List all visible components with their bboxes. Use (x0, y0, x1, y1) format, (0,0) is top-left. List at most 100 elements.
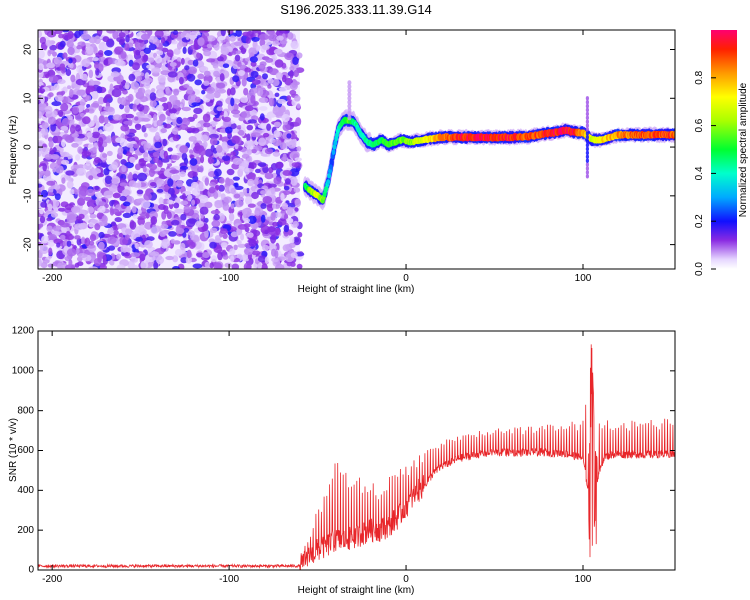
noise-blob (294, 238, 300, 243)
noise-blob (40, 201, 48, 208)
noise-blob (189, 158, 198, 166)
noise-blob (294, 157, 303, 162)
noise-blob (220, 30, 226, 37)
noise-blob (267, 183, 277, 188)
noise-blob (206, 43, 213, 49)
noise-blob (77, 146, 83, 154)
noise-blob (275, 72, 283, 80)
noise-blob (236, 125, 243, 130)
noise-blob (172, 255, 179, 263)
noise-blob (38, 130, 42, 139)
noise-blob (212, 63, 219, 69)
noise-blob (230, 87, 236, 96)
noise-blob (83, 30, 88, 36)
noise-blob (98, 96, 105, 105)
noise-blob (124, 30, 129, 35)
noise-blob (152, 254, 163, 261)
noise-blob (173, 240, 181, 245)
noise-blob (155, 131, 160, 141)
noise-blob (122, 212, 132, 218)
ridge-spur (585, 135, 590, 140)
noise-blob (258, 64, 265, 69)
ridge-spur (585, 111, 590, 117)
noise-blob (291, 162, 299, 168)
noise-blob (131, 205, 137, 214)
noise-blob (53, 135, 63, 144)
snr-y-tick-label: 0 (28, 565, 34, 576)
noise-blob (83, 196, 92, 201)
noise-blob (41, 122, 49, 129)
noise-blob (134, 98, 141, 104)
noise-blob (237, 224, 248, 230)
noise-blob (88, 69, 94, 79)
noise-blob (46, 225, 53, 232)
noise-blob (95, 52, 104, 58)
ridge-core (328, 168, 332, 174)
noise-blob (137, 209, 142, 215)
noise-blob (250, 61, 257, 67)
noise-blob (168, 108, 177, 114)
noise-blob (167, 187, 175, 196)
noise-blob (183, 84, 190, 89)
noise-blob (286, 95, 292, 101)
noise-blob (118, 32, 126, 38)
noise-blob (119, 195, 127, 202)
noise-blob (62, 52, 68, 59)
noise-blob (61, 139, 66, 148)
noise-blob (230, 231, 239, 238)
noise-blob (189, 149, 194, 155)
noise-blob (241, 153, 250, 159)
noise-blob (186, 73, 196, 82)
noise-blob (148, 163, 158, 171)
noise-blob (48, 140, 54, 148)
noise-blob (163, 123, 172, 129)
noise-blob (259, 106, 268, 111)
noise-blob (132, 62, 140, 71)
noise-blob (226, 168, 235, 176)
noise-blob (99, 205, 106, 211)
noise-blob (70, 74, 76, 83)
noise-blob (106, 150, 113, 157)
noise-blob (276, 256, 286, 261)
noise-blob (238, 129, 245, 136)
noise-blob (209, 182, 217, 187)
noise-blob (199, 66, 209, 72)
noise-blob (217, 56, 224, 62)
colorbar-tick-label: 0.6 (694, 118, 705, 132)
noise-blob (172, 118, 177, 127)
noise-blob (195, 123, 201, 128)
noise-blob (204, 261, 210, 268)
noise-blob (111, 88, 122, 98)
noise-blob (109, 83, 114, 92)
noise-blob (289, 89, 297, 96)
noise-blob (76, 45, 83, 50)
noise-blob (294, 95, 301, 102)
noise-blob (282, 123, 291, 132)
noise-blob (79, 98, 86, 107)
noise-blob (98, 115, 105, 124)
colorbar: 0.0 0.2 0.4 0.6 0.8 Normalized spectral ampl… (694, 30, 749, 276)
noise-blob (249, 56, 258, 63)
ridge-spur (585, 158, 590, 163)
noise-blob (39, 208, 44, 215)
noise-blob (113, 85, 123, 90)
noise-blob (209, 241, 217, 249)
noise-blob (66, 175, 72, 182)
noise-blob (198, 147, 206, 156)
noise-blob (172, 266, 180, 269)
noise-blob (50, 123, 56, 132)
noise-blob (203, 122, 211, 128)
noise-blob (247, 149, 252, 155)
ridge-core (326, 179, 331, 185)
noise-blob (194, 79, 202, 86)
noise-blob (62, 30, 70, 33)
spectrogram-content (38, 30, 675, 269)
snr-x-tick-label: -200 (42, 574, 62, 585)
noise-blob (45, 111, 54, 118)
noise-blob (145, 254, 150, 264)
noise-blob (158, 197, 164, 205)
noise-blob (260, 214, 266, 223)
noise-blob (47, 203, 53, 212)
noise-blob (110, 71, 120, 78)
noise-blob (88, 266, 99, 269)
